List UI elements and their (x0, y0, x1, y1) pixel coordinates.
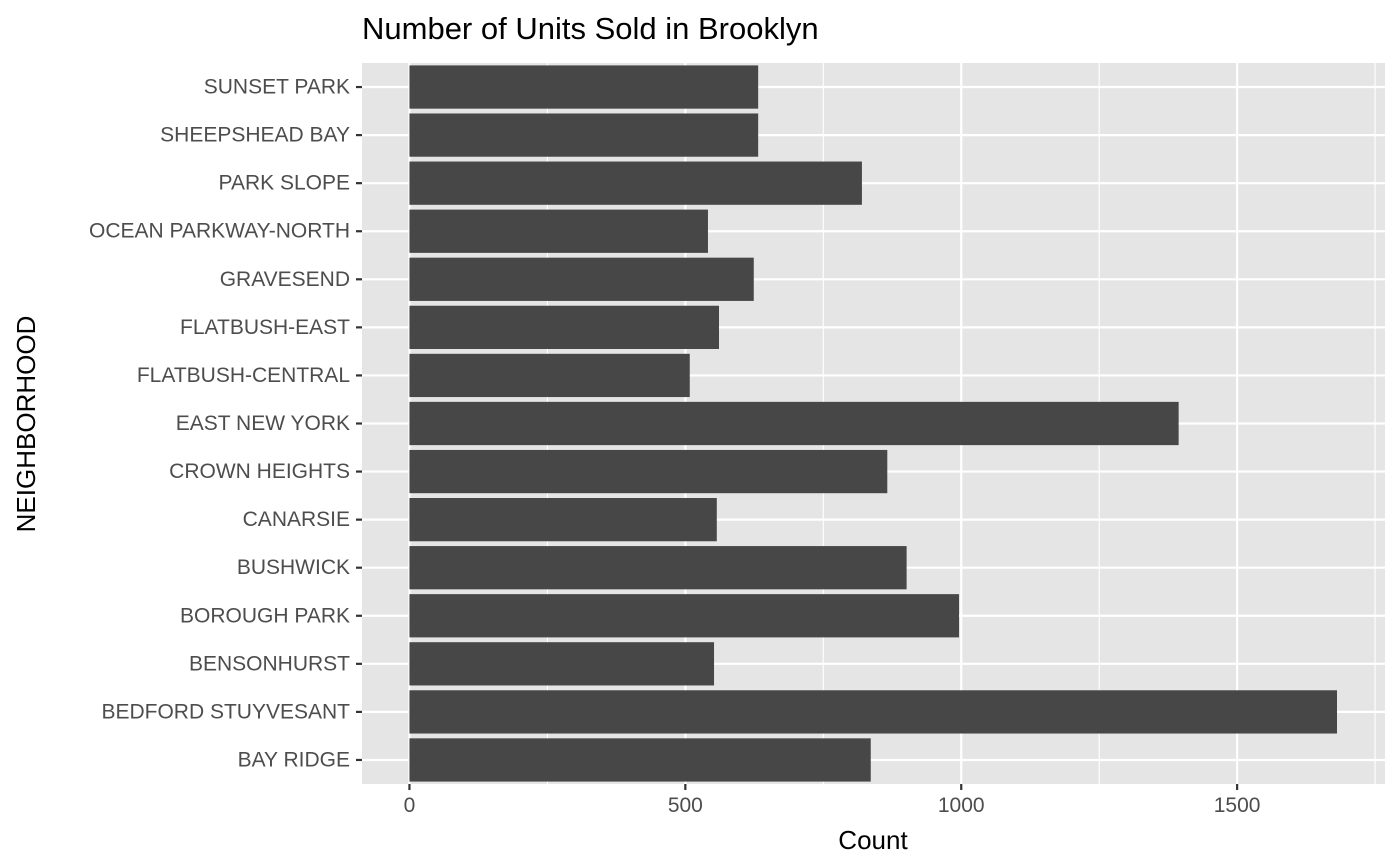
y-tick-label: CANARSIE (243, 508, 350, 531)
y-tick-label: BENSONHURST (189, 652, 350, 675)
chart-title: Number of Units Sold in Brooklyn (362, 11, 819, 46)
bar (409, 161, 862, 205)
bar (409, 305, 720, 349)
bar (409, 642, 715, 686)
bar (409, 353, 690, 398)
bars (409, 65, 1337, 782)
x-axis: 0 500 1000 1500 (404, 784, 1261, 817)
y-tick-label: GRAVESEND (220, 268, 350, 291)
bar (409, 65, 759, 109)
y-tick-label: BEDFORD STUYVESANT (101, 700, 350, 723)
y-tick-label: BAY RIDGE (238, 748, 350, 771)
bar (409, 209, 708, 253)
x-tick-label: 500 (668, 794, 703, 817)
bar (409, 738, 871, 782)
y-tick-label: PARK SLOPE (219, 172, 351, 195)
y-tick-label: BUSHWICK (237, 556, 350, 579)
bar (409, 594, 960, 638)
x-axis-title: Count (838, 825, 908, 855)
y-tick-label: SUNSET PARK (204, 76, 350, 99)
x-tick-label: 1500 (1214, 794, 1261, 817)
bar (409, 401, 1179, 446)
y-tick-label: SHEEPSHEAD BAY (160, 124, 350, 147)
bar (409, 449, 888, 494)
y-tick-label: CROWN HEIGHTS (169, 460, 350, 483)
bar (409, 690, 1337, 734)
bar (409, 257, 754, 301)
y-tick-label: OCEAN PARKWAY-NORTH (89, 220, 350, 243)
y-tick-label: FLATBUSH-EAST (180, 316, 350, 339)
y-tick-label: EAST NEW YORK (176, 412, 350, 435)
bar (409, 498, 717, 542)
y-tick-label: BOROUGH PARK (180, 604, 350, 627)
y-axis: BAY RIDGE BEDFORD STUYVESANT BENSONHURST BO… (89, 76, 362, 771)
x-tick-label: 1000 (938, 794, 985, 817)
x-tick-label: 0 (404, 794, 416, 817)
bar (409, 113, 759, 157)
bar (409, 546, 907, 590)
y-axis-title: NEIGHBORHOOD (11, 316, 41, 533)
y-tick-label: FLATBUSH-CENTRAL (137, 364, 350, 387)
